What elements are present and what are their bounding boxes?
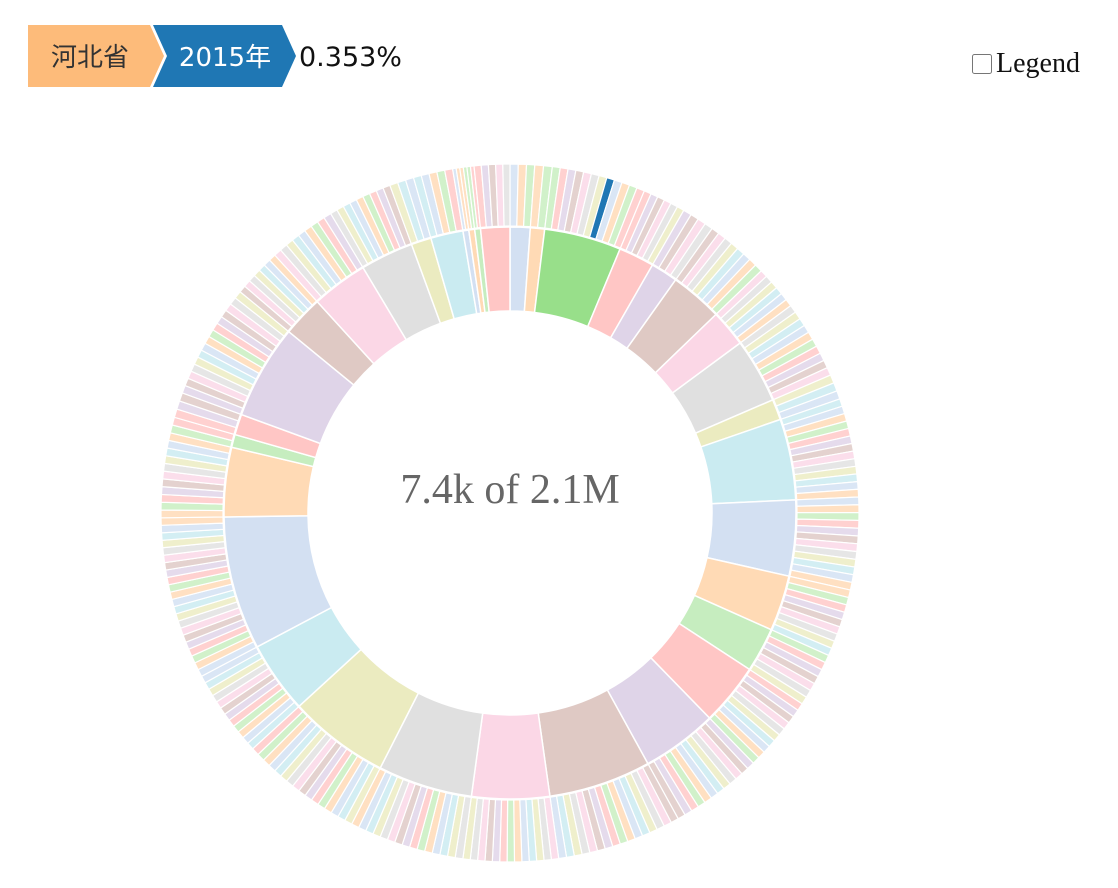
breadcrumb-year-label: 2015年 (179, 43, 271, 73)
legend-checkbox[interactable] (972, 54, 992, 74)
province-slice[interactable] (470, 712, 551, 800)
year-slice[interactable] (160, 509, 224, 519)
breadcrumb-item-province[interactable]: 河北省 (28, 25, 164, 87)
legend-toggle[interactable]: Legend (972, 48, 1080, 80)
province-ring (223, 226, 797, 800)
breadcrumb-item-year[interactable]: 2015年 (153, 25, 296, 87)
breadcrumb-svg: 河北省 2015年 0.353% (28, 25, 402, 87)
legend-toggle-label: Legend (996, 48, 1080, 79)
breadcrumb-year-shape (153, 25, 296, 87)
province-slice[interactable] (479, 226, 511, 313)
year-slice[interactable] (502, 163, 511, 227)
year-slice[interactable] (506, 799, 516, 863)
center-label: 7.4k of 2.1M (400, 467, 619, 513)
year-slice[interactable] (796, 504, 860, 514)
breadcrumb-percentage: 0.353% (299, 42, 402, 73)
breadcrumb: 河北省 2015年 0.353% (28, 25, 448, 87)
breadcrumb-province-label: 河北省 (51, 43, 129, 73)
year-ring (160, 163, 860, 863)
breadcrumb-province-shape (28, 25, 164, 87)
